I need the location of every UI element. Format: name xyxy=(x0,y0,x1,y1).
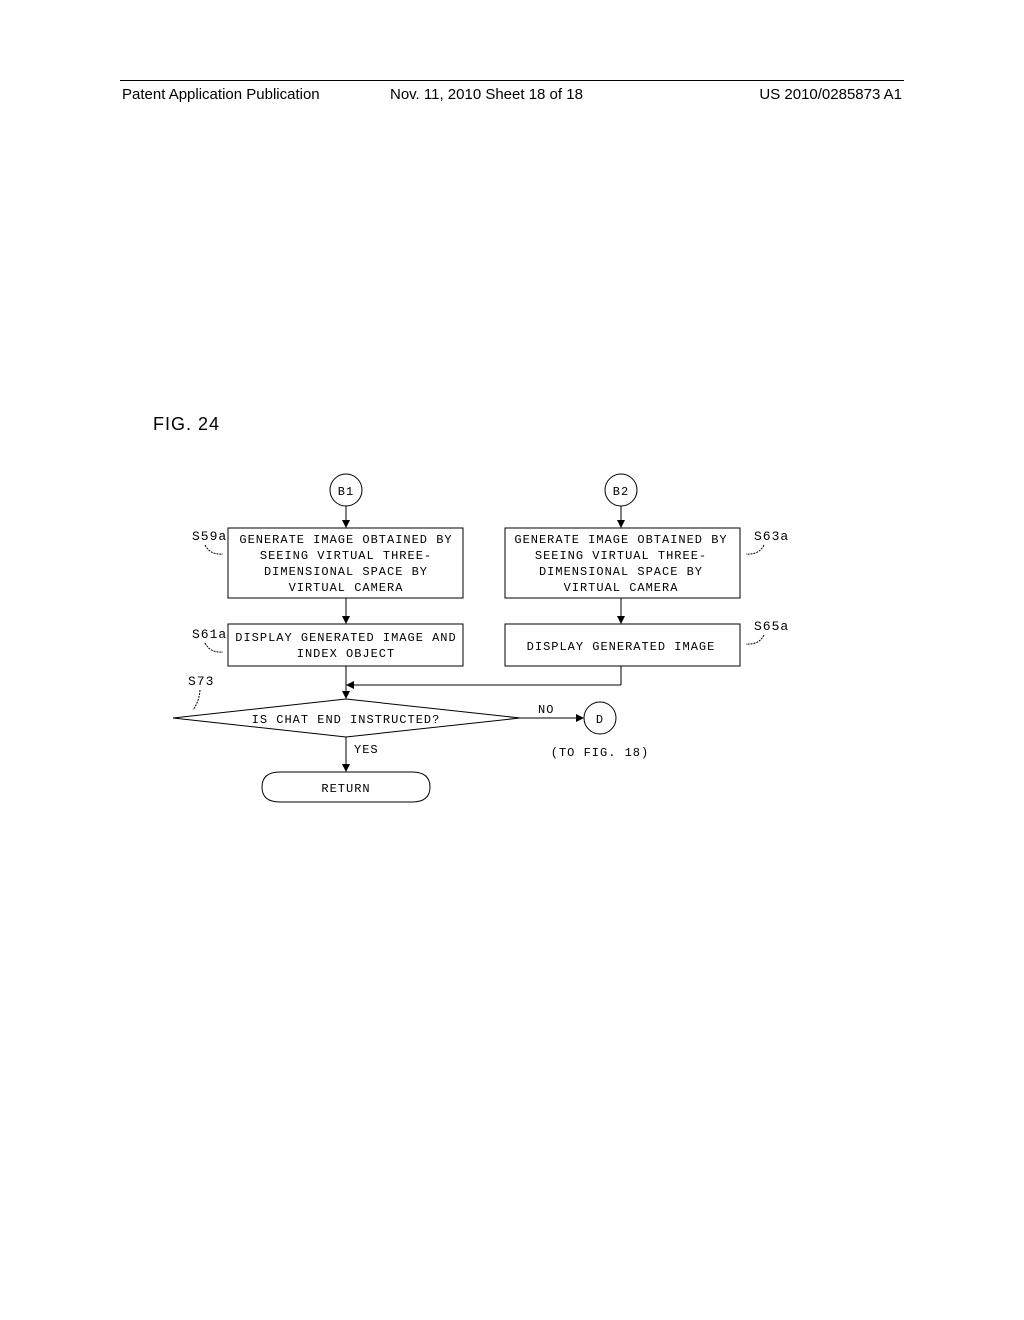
arrowhead-merge-left xyxy=(346,681,354,689)
arrowhead-into-decision xyxy=(342,691,350,699)
s63a-line4: VIRTUAL CAMERA xyxy=(564,581,679,595)
figure-label: FIG. 24 xyxy=(153,414,220,435)
s63a-line3: DIMENSIONAL SPACE BY xyxy=(539,565,703,579)
s61a-label: S61a xyxy=(192,627,227,642)
arrowhead-no xyxy=(576,714,584,722)
s73-label: S73 xyxy=(188,674,214,689)
flowchart-container: B1 B2 GENERATE IMAGE OBTAINED BY SEEING … xyxy=(150,470,874,940)
header-left: Patent Application Publication xyxy=(122,86,320,103)
yes-label: YES xyxy=(354,743,379,757)
arrowhead-yes xyxy=(342,764,350,772)
s63a-line1: GENERATE IMAGE OBTAINED BY xyxy=(514,533,727,547)
s59a-leader xyxy=(205,545,223,554)
s59a-line4: VIRTUAL CAMERA xyxy=(289,581,404,595)
arrowhead-b2 xyxy=(617,520,625,528)
header-center: Nov. 11, 2010 Sheet 18 of 18 xyxy=(390,86,583,103)
s65a-line1: DISPLAY GENERATED IMAGE xyxy=(527,640,716,654)
to-fig-label: (TO FIG. 18) xyxy=(551,746,649,760)
s59a-line3: DIMENSIONAL SPACE BY xyxy=(264,565,428,579)
s59a-line2: SEEING VIRTUAL THREE- xyxy=(260,549,432,563)
return-label: RETURN xyxy=(321,782,370,796)
arrowhead-s63a xyxy=(617,616,625,624)
s61a-line2: INDEX OBJECT xyxy=(297,647,395,661)
header-right: US 2010/0285873 A1 xyxy=(759,86,902,103)
s61a-leader xyxy=(205,643,223,652)
header-divider xyxy=(120,80,904,81)
s63a-leader xyxy=(746,545,764,554)
s59a-label: S59a xyxy=(192,529,227,544)
arrowhead-b1 xyxy=(342,520,350,528)
s61a-line1: DISPLAY GENERATED IMAGE AND xyxy=(235,631,456,645)
s73-text: IS CHAT END INSTRUCTED? xyxy=(252,713,441,727)
arrowhead-s59a xyxy=(342,616,350,624)
no-label: NO xyxy=(538,703,554,717)
s73-leader xyxy=(193,690,200,710)
connector-b2-label: B2 xyxy=(613,485,629,499)
flowchart-svg: B1 B2 GENERATE IMAGE OBTAINED BY SEEING … xyxy=(150,470,890,940)
s63a-label: S63a xyxy=(754,529,789,544)
s59a-line1: GENERATE IMAGE OBTAINED BY xyxy=(239,533,452,547)
connector-b1-label: B1 xyxy=(338,485,354,499)
connector-d-label: D xyxy=(596,713,604,727)
s65a-label: S65a xyxy=(754,619,789,634)
s65a-leader xyxy=(746,635,764,644)
s63a-line2: SEEING VIRTUAL THREE- xyxy=(535,549,707,563)
